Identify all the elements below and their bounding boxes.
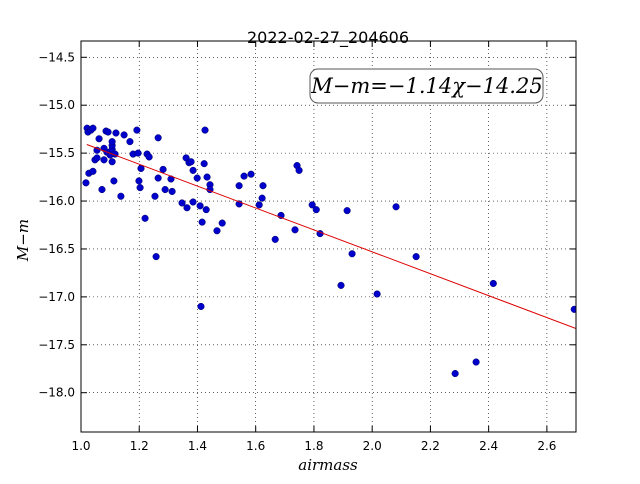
x-tick-label: 1.6 <box>246 439 265 453</box>
point <box>112 129 120 137</box>
point <box>337 281 345 289</box>
point <box>308 201 316 209</box>
point <box>570 305 576 313</box>
point <box>183 204 191 212</box>
point <box>152 253 160 261</box>
x-tick-label: 1.4 <box>188 439 207 453</box>
point <box>104 128 112 136</box>
point <box>168 187 176 196</box>
point <box>187 158 195 166</box>
point <box>197 302 205 311</box>
x-tick-label: 2.6 <box>537 439 556 453</box>
point <box>93 154 101 162</box>
point <box>196 202 204 210</box>
point <box>108 158 116 166</box>
point <box>136 184 144 192</box>
y-tick-label: −16.0 <box>38 194 75 208</box>
point <box>141 214 149 222</box>
point <box>159 165 167 173</box>
point <box>247 170 255 178</box>
point <box>218 219 226 227</box>
point <box>201 126 209 134</box>
annotation-box <box>309 68 544 104</box>
y-tick-label: −14.5 <box>38 50 75 64</box>
point <box>193 174 201 182</box>
point <box>154 174 162 182</box>
point <box>145 153 153 161</box>
point <box>89 167 97 175</box>
point <box>133 126 141 134</box>
point <box>472 358 480 366</box>
point <box>82 179 90 187</box>
plot-area: 1.0 1.2 1.4 1.6 1.8 2.0 2.2 2.4 2.6 −14.5 −15.0 −15… <box>38 41 576 453</box>
point <box>271 235 279 243</box>
y-tick-label: −16.5 <box>38 242 75 256</box>
point <box>451 369 459 378</box>
point <box>154 134 162 142</box>
point <box>343 207 351 215</box>
point <box>117 192 125 200</box>
point <box>291 226 299 234</box>
axes-frame <box>80 40 577 433</box>
y-axis-label: M−m <box>14 219 32 262</box>
y-tick-label: −17.0 <box>38 290 75 304</box>
x-axis-label: airmass <box>298 456 358 474</box>
point <box>259 182 267 190</box>
x-tick-label: 1.0 <box>71 439 90 453</box>
fit-line <box>86 144 576 329</box>
point <box>126 138 134 146</box>
point <box>110 177 118 185</box>
y-tick-label: −17.5 <box>38 338 75 352</box>
point <box>295 166 303 174</box>
point <box>235 182 243 190</box>
x-tick-label: 2.0 <box>363 439 382 453</box>
point <box>120 131 128 139</box>
point <box>213 227 221 235</box>
point <box>100 156 108 164</box>
point <box>161 185 169 194</box>
point <box>134 149 142 157</box>
point <box>98 185 106 194</box>
y-tick-label: −18.0 <box>38 386 75 400</box>
x-tick-label: 1.8 <box>304 439 323 453</box>
point <box>255 201 263 209</box>
point <box>151 192 159 200</box>
point <box>189 198 197 206</box>
point <box>373 290 381 298</box>
annotation: M−m=−1.14χ−14.25 <box>310 74 542 98</box>
point <box>412 253 420 261</box>
y-tick-label: −15.0 <box>38 98 75 112</box>
point <box>189 166 197 174</box>
x-tick-label: 2.4 <box>479 439 498 453</box>
point <box>202 206 210 214</box>
point <box>178 199 186 207</box>
point <box>258 194 266 202</box>
x-tick-label: 1.2 <box>130 439 149 453</box>
chart-title: 2022-02-27_204606 <box>247 28 409 48</box>
point <box>348 250 356 258</box>
x-tick-label: 2.2 <box>421 439 440 453</box>
point <box>95 135 103 143</box>
point <box>312 206 320 214</box>
point <box>203 173 211 181</box>
point <box>89 124 97 132</box>
point <box>489 279 497 288</box>
y-tick-label: −15.5 <box>38 146 75 160</box>
point <box>240 172 248 180</box>
point <box>392 203 400 211</box>
point <box>198 218 206 226</box>
point <box>108 138 116 146</box>
point <box>135 177 143 185</box>
point <box>200 160 208 168</box>
